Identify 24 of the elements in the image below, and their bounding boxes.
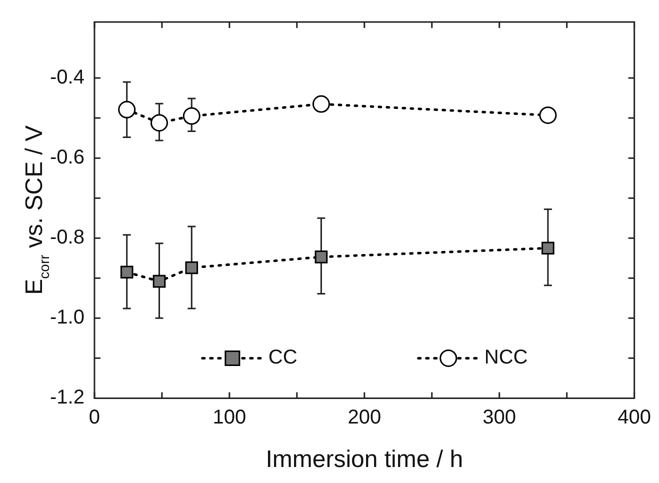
point bbox=[118, 100, 136, 118]
y-tick-label: -0.4 bbox=[50, 66, 84, 89]
x-tick-label: 300 bbox=[482, 406, 516, 429]
y-tick-label: -1.0 bbox=[50, 306, 84, 329]
legend-label: NCC bbox=[484, 346, 528, 369]
legend-label: CC bbox=[268, 346, 298, 369]
y-tick-label: -0.6 bbox=[50, 146, 84, 169]
x-tick-label: 200 bbox=[348, 406, 382, 429]
point bbox=[185, 261, 198, 274]
x-axis-title: Immersion time / h bbox=[266, 446, 464, 474]
point bbox=[542, 242, 554, 255]
x-tick-label: 100 bbox=[212, 406, 246, 429]
point bbox=[120, 266, 134, 279]
point bbox=[539, 106, 557, 124]
point bbox=[182, 107, 200, 125]
y-axis-title: Ecorr vs. SCE / V bbox=[21, 125, 52, 295]
x-tick-label: 400 bbox=[618, 406, 652, 429]
point bbox=[312, 95, 330, 113]
y-tick-label: -1.2 bbox=[50, 386, 84, 409]
point bbox=[152, 274, 166, 288]
y-tick-label: -0.8 bbox=[50, 226, 84, 249]
x-tick-label: 0 bbox=[88, 406, 100, 429]
point bbox=[314, 250, 328, 264]
point bbox=[150, 114, 168, 132]
